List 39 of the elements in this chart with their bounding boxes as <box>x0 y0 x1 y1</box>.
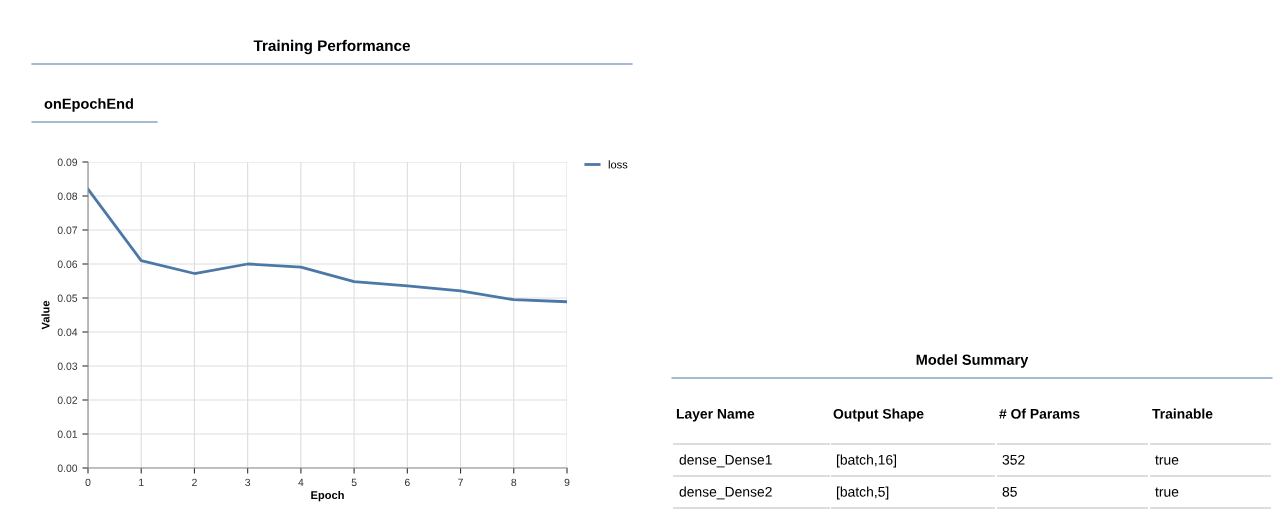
x-tick-label: 4 <box>298 478 304 486</box>
chart-title: Training Performance <box>253 39 411 55</box>
text: true <box>1155 455 1179 465</box>
text: dense_Dense1 <box>679 454 772 468</box>
y-tick-label: 0.02 <box>57 396 78 404</box>
x-tick-label: 0 <box>85 478 91 487</box>
text: dense_Dense2 <box>679 486 772 500</box>
text: [batch,16] <box>836 454 897 468</box>
category-label: Output Shape <box>833 408 924 422</box>
y-tick-label: 0.07 <box>57 226 78 234</box>
legend-label: loss <box>608 160 628 169</box>
y-tick-label: 0.08 <box>57 192 78 200</box>
x-tick-label: 1 <box>139 478 144 486</box>
y-tick-label: 0.04 <box>57 328 78 336</box>
line-series <box>88 187 567 304</box>
x-tick-label: 7 <box>458 478 463 486</box>
text: true <box>1155 487 1179 497</box>
y-tick-label: 0.09 <box>57 158 78 166</box>
x-axis-title: Epoch <box>311 490 344 502</box>
y-tick-label: 0.00 <box>57 464 78 472</box>
x-tick-label: 2 <box>192 478 197 486</box>
x-tick-label: 9 <box>564 478 570 487</box>
category-label: Trainable <box>1152 408 1213 419</box>
text: Model Summary <box>916 354 1029 368</box>
y-tick-label: 0.05 <box>57 294 78 302</box>
text: [batch,5] <box>836 486 889 500</box>
y-tick-label: 0.01 <box>57 430 78 438</box>
text: 85 <box>1002 486 1017 497</box>
x-tick-label: 8 <box>511 478 517 487</box>
x-tick-label: 5 <box>351 478 357 487</box>
y-tick-label: 0.06 <box>57 260 78 268</box>
text: 352 <box>1002 454 1025 465</box>
x-tick-label: 3 <box>245 478 251 487</box>
y-tick-label: 0.03 <box>57 362 78 370</box>
category-label: Layer Name <box>676 409 755 422</box>
chart-subtitle: onEpochEnd <box>44 98 133 112</box>
x-tick-label: 6 <box>404 478 410 487</box>
y-axis-title: Value <box>41 300 50 330</box>
category-label: # Of Params <box>999 408 1080 419</box>
